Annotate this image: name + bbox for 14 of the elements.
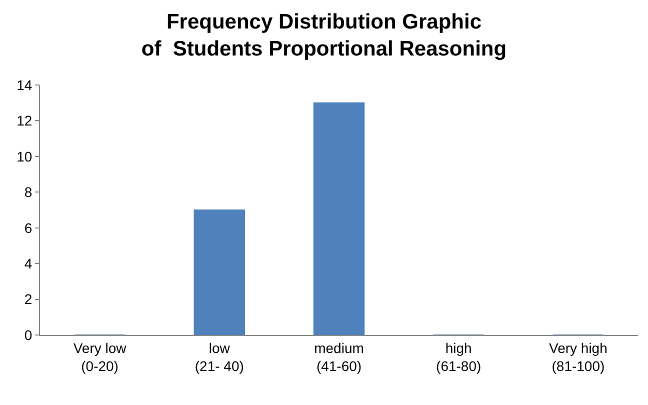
- y-tick-label: 12: [16, 112, 32, 129]
- y-tick-label: 0: [24, 326, 32, 343]
- y-tick-label: 2: [24, 291, 32, 308]
- y-tick-label: 8: [24, 184, 32, 200]
- y-tick-label: 6: [24, 220, 32, 236]
- x-tick-label: Very high (81-100): [549, 340, 608, 374]
- y-tick-label: 4: [24, 255, 32, 272]
- chart-title: Frequency Distribution Graphic of Students Proportional Reasoning: [141, 10, 507, 61]
- x-tick-label: Very low (0-20): [73, 340, 128, 374]
- x-tick-label: low (21- 40): [194, 340, 244, 374]
- x-tick-label: high (61-80): [436, 340, 482, 374]
- y-tick-label: 14: [16, 76, 32, 93]
- x-tick-label: medium (41-60): [314, 340, 364, 374]
- y-tick-label: 10: [16, 148, 32, 164]
